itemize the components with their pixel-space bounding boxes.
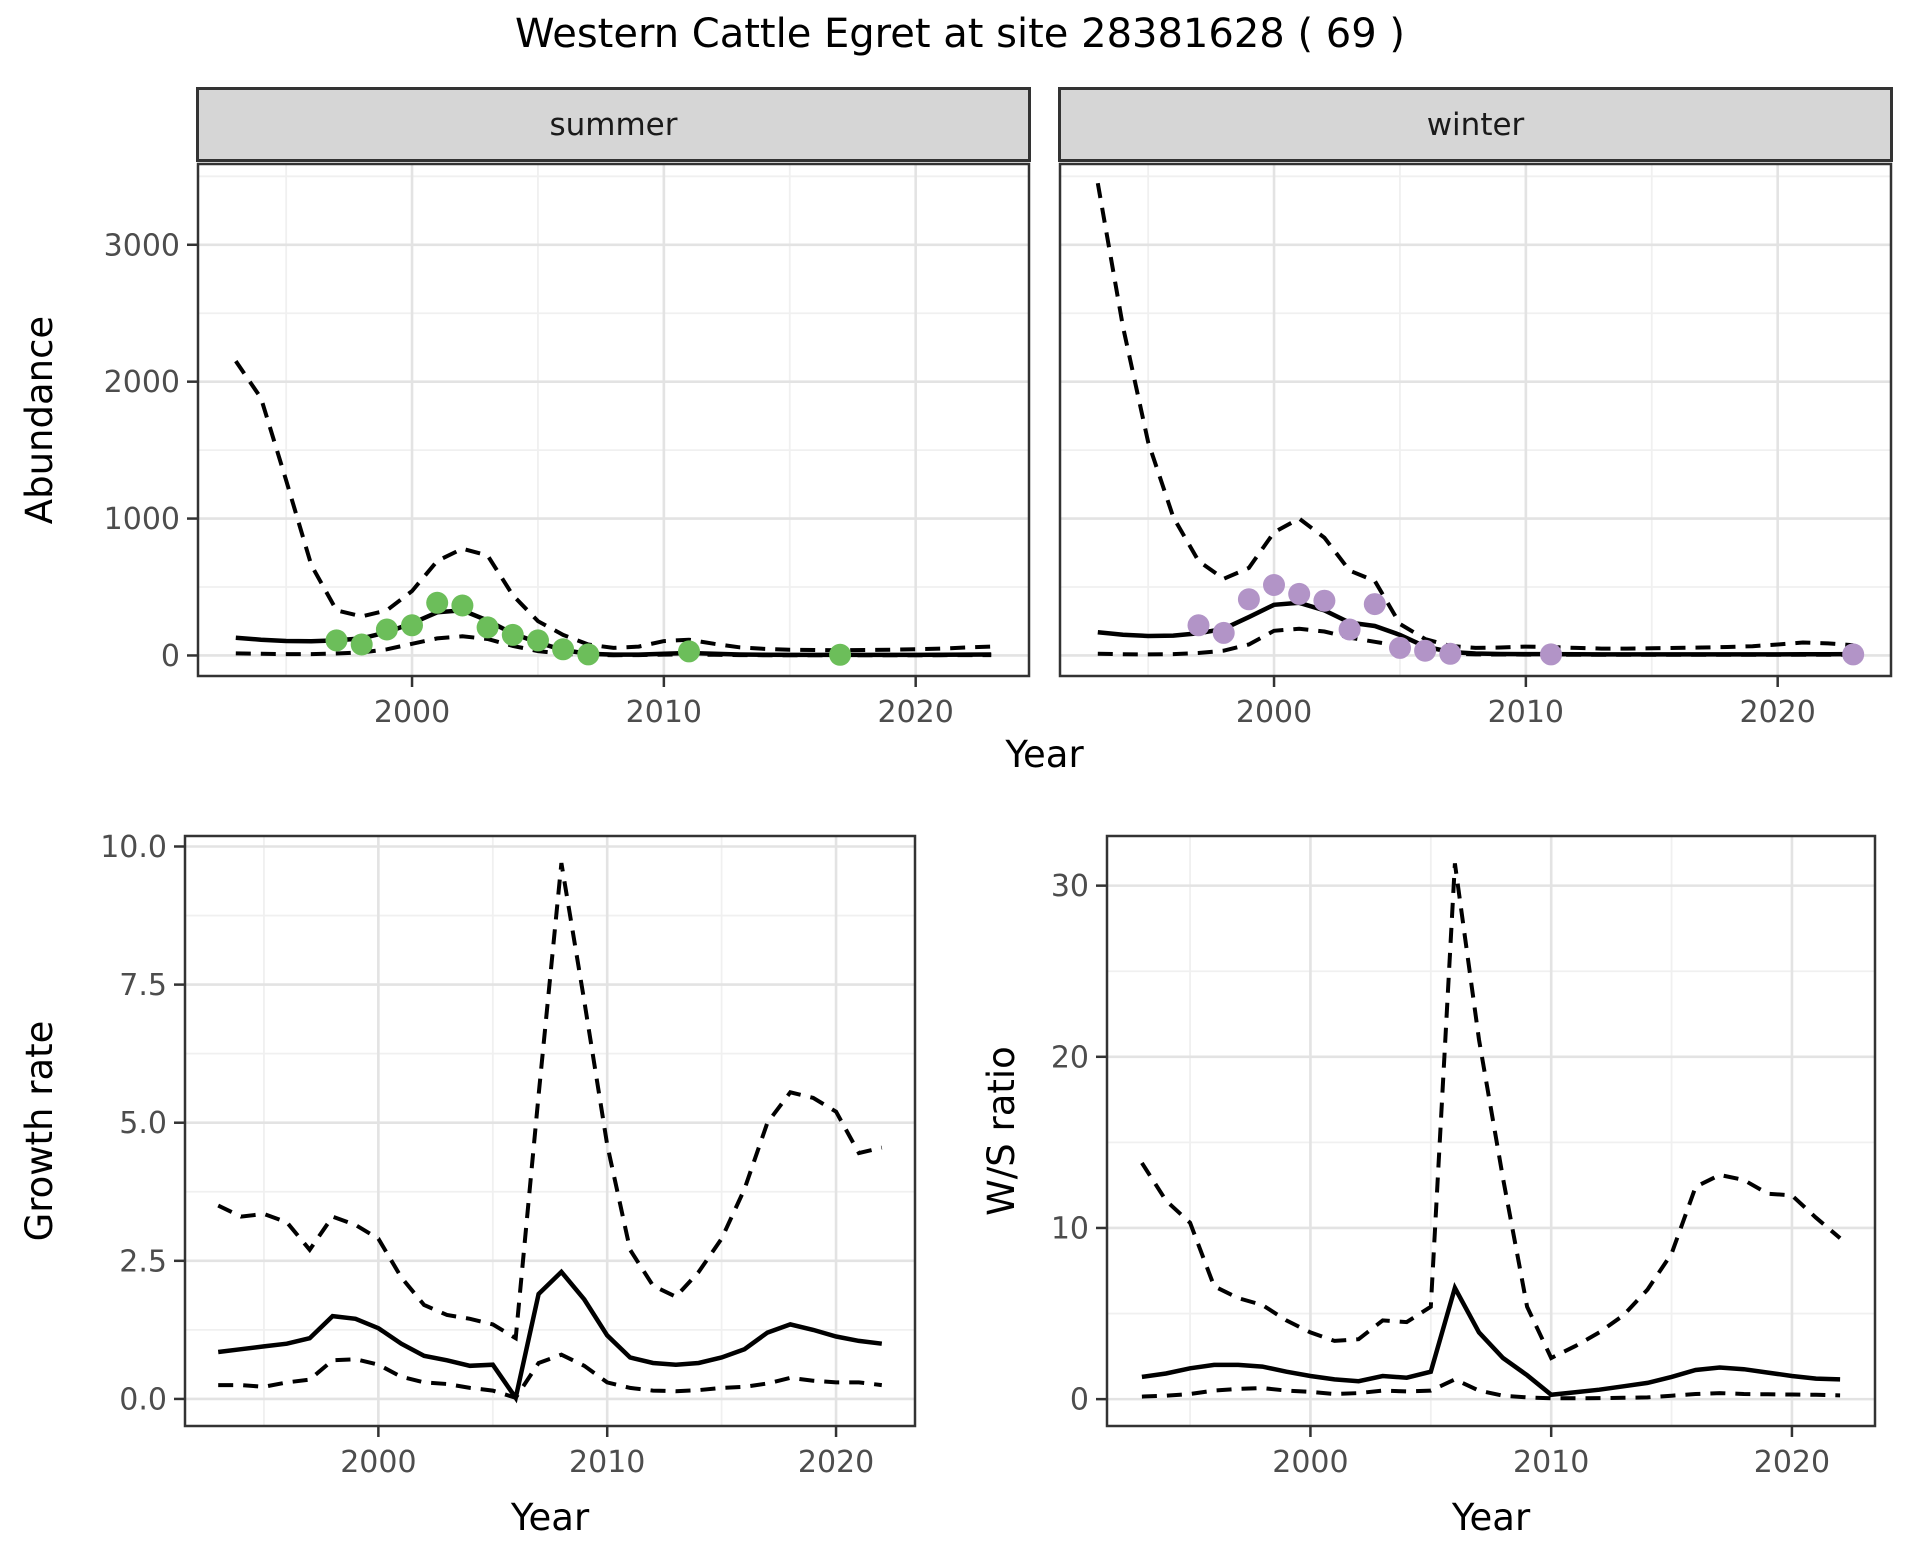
data-point [350, 633, 373, 656]
series-ws-ratio [1140, 863, 1842, 1401]
series-lower-95ci [1141, 1377, 1841, 1401]
data-point [325, 629, 348, 652]
gridlines-minor [185, 836, 915, 1426]
y-tick-label: 10 [1051, 1211, 1089, 1246]
data-point [577, 643, 600, 666]
y-axis-title-ws-ratio: W/S ratio [980, 1046, 1023, 1216]
axis-ticks-abundance-summer: 2000 2010 2020 0 1000 2000 3000 [104, 228, 954, 730]
x-axis-title-year-top: Year [1005, 733, 1084, 776]
data-point [1187, 614, 1210, 637]
series-growth-rate [217, 862, 883, 1404]
observed-counts-winter [1187, 574, 1865, 666]
facet-strip-winter-label: winter [1426, 106, 1525, 143]
gridlines-minor [1107, 836, 1875, 1426]
y-tick-label: 0 [161, 639, 180, 674]
x-tick-label: 2000 [1272, 1445, 1348, 1480]
panel-border [1105, 834, 1877, 1428]
x-tick-label: 2010 [626, 695, 702, 730]
data-point [1439, 642, 1462, 665]
y-tick-label: 10.0 [100, 830, 167, 865]
x-tick-label: 2000 [1236, 695, 1312, 730]
y-axis-title-growth-rate: Growth rate [18, 1020, 61, 1242]
data-point [426, 591, 449, 614]
x-tick-label: 2020 [798, 1445, 874, 1480]
data-point [1288, 582, 1311, 605]
panel-ws-ratio: 2000 2010 2020 0 10 20 30 [1051, 834, 1877, 1480]
x-tick-label: 2000 [374, 695, 450, 730]
y-tick-label: 5.0 [119, 1106, 167, 1141]
data-point [527, 629, 549, 652]
series-upper-95ci [234, 359, 992, 653]
x-tick-label: 2010 [569, 1445, 645, 1480]
axis-ticks-abundance-winter: 2000 2010 2020 [1236, 676, 1816, 730]
data-point [1414, 639, 1437, 662]
panel-growth-rate: 2000 2010 2020 0.0 2.5 5.0 7.5 10.0 [100, 830, 917, 1480]
gridlines-major [1107, 836, 1875, 1426]
data-point [678, 640, 700, 663]
series-lower-95ci [218, 1352, 883, 1401]
observed-counts-summer [325, 591, 852, 666]
panel-abundance-winter: 2000 2010 2020 [1058, 162, 1893, 730]
axis-ticks-ws-ratio: 2000 2010 2020 0 10 20 30 [1051, 869, 1830, 1480]
data-point [1237, 588, 1260, 611]
panel-border [1058, 162, 1893, 678]
figure-title: Western Cattle Egret at site 28381628 ( … [515, 11, 1405, 57]
facet-strip-summer-label: summer [549, 106, 678, 143]
series-upper-95ci [1095, 182, 1854, 651]
axis-ticks-growth-rate: 2000 2010 2020 0.0 2.5 5.0 7.5 10.0 [100, 830, 874, 1480]
data-point [1212, 621, 1235, 644]
data-point [1313, 589, 1336, 612]
y-tick-label: 1000 [104, 502, 180, 537]
gridlines-minor [1060, 164, 1891, 676]
x-tick-label: 2010 [1488, 695, 1564, 730]
y-tick-label: 0.0 [119, 1382, 167, 1417]
facet-strip-summer: summer [196, 87, 1031, 162]
facet-strip-winter: winter [1058, 87, 1893, 162]
data-point [501, 623, 524, 646]
y-tick-label: 2000 [104, 365, 180, 400]
data-point [829, 643, 852, 666]
x-tick-label: 2020 [878, 695, 954, 730]
data-point [1540, 643, 1562, 666]
data-point [1389, 636, 1411, 659]
data-point [401, 614, 423, 637]
data-point [1338, 618, 1361, 641]
x-axis-title-year-ws: Year [1451, 1496, 1531, 1539]
y-tick-label: 2.5 [119, 1244, 167, 1279]
panel-border [196, 162, 1031, 678]
x-tick-label: 2020 [1754, 1445, 1830, 1480]
data-point [1363, 593, 1386, 616]
x-tick-label: 2000 [340, 1445, 416, 1480]
data-point [476, 616, 499, 639]
y-tick-label: 3000 [104, 228, 180, 263]
y-tick-label: 20 [1051, 1040, 1089, 1075]
gridlines-minor [198, 164, 1029, 676]
gridlines-major [185, 836, 915, 1426]
panel-border [183, 834, 917, 1428]
y-tick-label: 0 [1070, 1383, 1089, 1418]
series-mean-fit [1141, 1281, 1841, 1398]
x-tick-label: 2020 [1740, 695, 1816, 730]
data-point [375, 618, 398, 641]
y-tick-label: 7.5 [119, 968, 167, 1003]
series-mean-fit [217, 1268, 883, 1404]
panel-abundance-summer: 2000 2010 2020 0 1000 2000 3000 [104, 162, 1031, 730]
data-point [552, 638, 575, 661]
data-point [451, 594, 474, 617]
x-axis-title-year-growth: Year [510, 1496, 590, 1539]
y-tick-label: 30 [1051, 869, 1089, 904]
y-axis-title-abundance: Abundance [18, 315, 61, 525]
series-upper-95ci [1140, 863, 1842, 1361]
data-point [1263, 574, 1285, 596]
data-point [1842, 643, 1865, 666]
x-tick-label: 2010 [1513, 1445, 1589, 1480]
